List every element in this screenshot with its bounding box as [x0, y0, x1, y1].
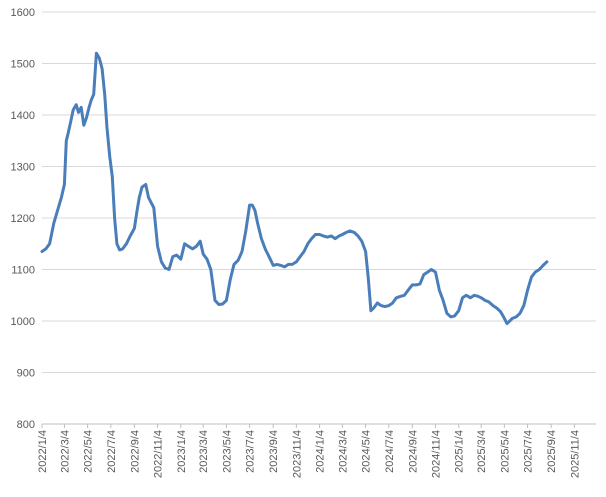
- y-tick-label: 1400: [11, 110, 35, 122]
- y-tick-label: 1600: [11, 7, 35, 19]
- x-tick-label: 2023/7/4: [245, 430, 257, 473]
- y-tick-label: 1100: [11, 265, 35, 277]
- y-tick-label: 1200: [11, 213, 35, 225]
- x-tick-label: 2022/9/4: [129, 430, 141, 473]
- series-line-0: [40, 51, 549, 326]
- x-tick-label: 2025/11/4: [569, 430, 581, 478]
- x-tick-label: 2025/7/4: [523, 430, 535, 473]
- y-tick-label: 1500: [11, 59, 35, 71]
- x-tick-label: 2024/5/4: [361, 430, 373, 473]
- x-tick-label: 2025/1/4: [454, 430, 466, 473]
- x-tick-label: 2025/5/4: [499, 430, 511, 473]
- x-tick-label: 2023/1/4: [176, 430, 188, 473]
- x-axis-tick-labels: 2022/1/4 2022/3/4 2022/5/4 2022/7/4 2022/9/4…: [37, 424, 581, 478]
- gridlines: [42, 11, 596, 373]
- x-tick-label: 2023/3/4: [198, 430, 210, 473]
- x-tick-label: 2022/3/4: [59, 430, 71, 473]
- x-tick-label: 2024/9/4: [407, 430, 419, 473]
- x-tick-label: 2025/3/4: [476, 430, 488, 473]
- x-tick-label: 2024/1/4: [315, 430, 327, 473]
- y-axis-tick-labels: 800 900 1000 1100 1200 1300 1400 1500 1600: [11, 7, 35, 431]
- series-layer: [40, 51, 549, 326]
- y-tick-label: 1000: [11, 316, 35, 328]
- y-tick-label: 800: [17, 419, 35, 431]
- x-tick-label: 2022/11/4: [153, 430, 165, 478]
- x-tick-label: 2024/7/4: [384, 430, 396, 473]
- x-tick-label: 2023/5/4: [221, 430, 233, 473]
- x-tick-label: 2025/9/4: [546, 430, 558, 473]
- y-tick-label: 900: [17, 368, 35, 380]
- x-tick-label: 2024/11/4: [431, 430, 443, 478]
- x-tick-label: 2022/5/4: [83, 430, 95, 473]
- x-tick-label: 2023/11/4: [291, 430, 303, 478]
- x-tick-label: 2023/9/4: [268, 430, 280, 473]
- y-tick-label: 1300: [11, 162, 35, 174]
- x-tick-label: 2024/3/4: [337, 430, 349, 473]
- x-tick-label: 2022/7/4: [106, 430, 118, 473]
- x-tick-label: 2022/1/4: [37, 430, 49, 473]
